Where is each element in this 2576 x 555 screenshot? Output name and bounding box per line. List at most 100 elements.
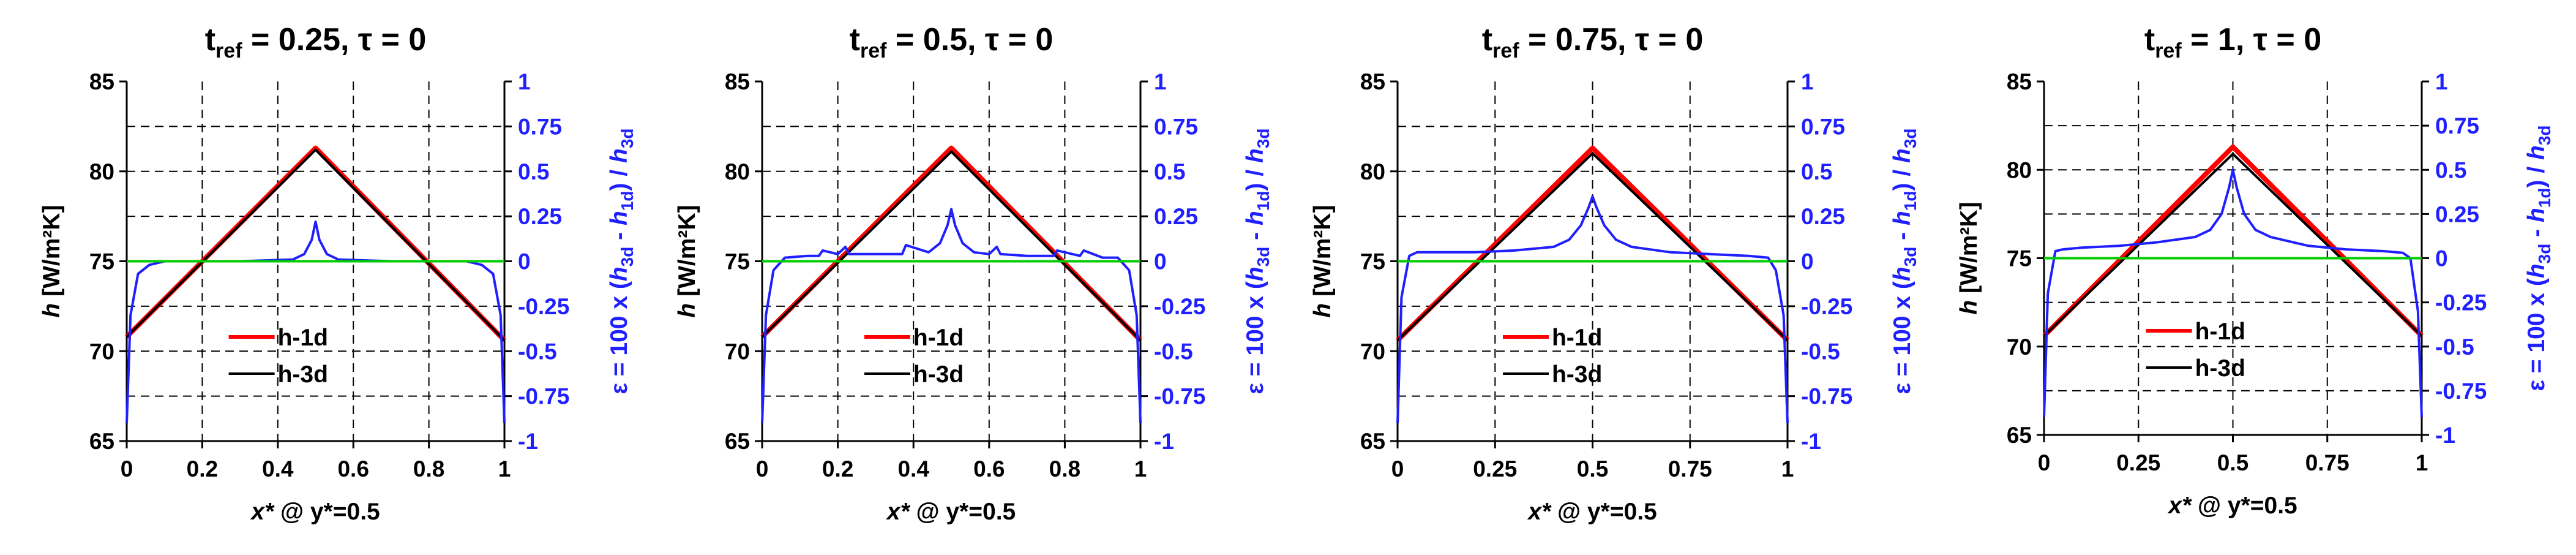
chart-title: tref = 1, τ = 0 xyxy=(2144,22,2321,62)
x-tick-label: 0.75 xyxy=(1668,456,1712,481)
y-tick-label: 85 xyxy=(2007,69,2032,94)
y2-tick-label: 0.25 xyxy=(2435,202,2479,227)
x-tick-label: 1 xyxy=(1781,456,1794,481)
y2-tick-label: 0.25 xyxy=(518,204,562,229)
chart-panel-4: 65 70 75 80 85 -1 -0.75 -0.5 -0.25 0 0.25 0.5 0.75 1 0… xyxy=(1956,22,2554,519)
legend-label-h-1d: h-1d xyxy=(278,325,328,351)
y-tick-label: 65 xyxy=(725,429,750,454)
y-tick-label: 75 xyxy=(89,249,114,274)
series-line-epsilon xyxy=(125,220,506,423)
x-tick-label: 1 xyxy=(498,456,511,481)
x-tick-label: 1 xyxy=(2416,450,2428,475)
y-tick-label: 80 xyxy=(725,159,750,184)
y2-tick-label: -0.5 xyxy=(1801,339,1840,364)
y2-tick-label: 1 xyxy=(2435,69,2448,94)
y2-tick-label: -1 xyxy=(1801,429,1821,454)
y2-tick-label: 0.5 xyxy=(1154,159,1185,184)
y2-tick-label: -0.25 xyxy=(1154,294,1205,319)
series-line-h-1d xyxy=(125,145,506,342)
legend-label-h-1d: h-1d xyxy=(2195,319,2245,345)
x-tick-label: 0.2 xyxy=(822,456,853,481)
chart-title: tref = 0.25, τ = 0 xyxy=(205,22,427,62)
y-axis-label: h [W/m²K] xyxy=(1309,205,1336,317)
y-tick-label: 85 xyxy=(1360,69,1385,94)
y2-tick-label: -0.25 xyxy=(518,294,569,319)
y2-tick-label: 0.75 xyxy=(518,114,562,139)
series-line-epsilon xyxy=(1396,195,1789,423)
x-tick-label: 0.8 xyxy=(1049,456,1080,481)
chart-panel-2: 65 70 75 80 85 -1 -0.75 -0.5 -0.25 0 0.25 0.5 0.75 1 0… xyxy=(674,22,1273,525)
x-tick-label: 0 xyxy=(2038,450,2051,475)
x-tick-label: 0.75 xyxy=(2305,450,2349,475)
x-tick-label: 0 xyxy=(756,456,769,481)
y-axis-label: h [W/m²K] xyxy=(674,205,700,317)
x-axis-label: x* @ y*=0.5 xyxy=(2167,493,2297,519)
x-tick-label: 0.6 xyxy=(973,456,1005,481)
legend-label-h-3d: h-3d xyxy=(913,361,964,388)
y-tick-label: 75 xyxy=(1360,249,1385,274)
y2-tick-label: -1 xyxy=(2435,423,2455,448)
y-tick-label: 80 xyxy=(2007,157,2032,183)
y2-tick-label: -0.25 xyxy=(1801,294,1852,319)
chart-panel-3: 65 70 75 80 85 -1 -0.75 -0.5 -0.25 0 0.25 0.5 0.75 1 0… xyxy=(1309,22,1920,525)
y2-tick-label: 0 xyxy=(1801,249,1814,274)
x-tick-label: 0.25 xyxy=(1473,456,1517,481)
x-tick-label: 0 xyxy=(1391,456,1404,481)
y2-tick-label: -0.5 xyxy=(518,339,557,364)
series-line-epsilon xyxy=(2043,168,2423,418)
y-axis-label: h [W/m²K] xyxy=(39,205,65,317)
y2-axis-label: ε = 100 x (h3d - h1d) / h3d xyxy=(606,128,637,394)
x-tick-label: 0.2 xyxy=(187,456,218,481)
y2-tick-label: 0.5 xyxy=(2435,157,2466,183)
y-tick-label: 65 xyxy=(89,429,114,454)
legend-label-h-1d: h-1d xyxy=(1552,325,1602,351)
x-axis-label: x* @ y*=0.5 xyxy=(1527,499,1657,525)
series-line-epsilon xyxy=(761,208,1142,423)
chart-title: tref = 0.5, τ = 0 xyxy=(850,22,1054,62)
x-axis-label: x* @ y*=0.5 xyxy=(886,499,1016,525)
y2-tick-label: -1 xyxy=(1154,429,1174,454)
y2-tick-label: -0.75 xyxy=(1801,384,1852,409)
x-tick-label: 0.25 xyxy=(2116,450,2160,475)
legend-label-h-3d: h-3d xyxy=(278,361,328,388)
y2-tick-label: 0 xyxy=(518,249,531,274)
y2-tick-label: 1 xyxy=(1801,69,1814,94)
y2-tick-label: -0.5 xyxy=(2435,334,2474,360)
x-tick-label: 0.5 xyxy=(1577,456,1608,481)
y2-tick-label: 0 xyxy=(1154,249,1167,274)
x-tick-label: 0.8 xyxy=(413,456,444,481)
x-axis-label: x* @ y*=0.5 xyxy=(250,499,380,525)
legend-label-h-1d: h-1d xyxy=(913,325,964,351)
y2-tick-label: 0.25 xyxy=(1801,204,1845,229)
chart-panel-1: 65 70 75 80 85 -1 -0.75 -0.5 -0.25 0 0.25 0.5 0.75 1 0… xyxy=(39,22,637,525)
chart-title: tref = 0.75, τ = 0 xyxy=(1482,22,1704,62)
y2-axis-label: ε = 100 x (h3d - h1d) / h3d xyxy=(1889,128,1920,394)
y-tick-label: 85 xyxy=(725,69,750,94)
x-tick-label: 0.4 xyxy=(262,456,294,481)
y2-tick-label: 0.75 xyxy=(2435,113,2479,138)
y2-axis-label: ε = 100 x (h3d - h1d) / h3d xyxy=(1242,128,1273,394)
y2-tick-label: 0.25 xyxy=(1154,204,1198,229)
series-line-h-1d xyxy=(1396,145,1789,342)
y-axis-label: h [W/m²K] xyxy=(1956,202,1982,314)
y2-tick-label: 0.75 xyxy=(1801,114,1845,139)
x-tick-label: 1 xyxy=(1134,456,1147,481)
x-tick-label: 0.5 xyxy=(2217,450,2248,475)
y-tick-label: 70 xyxy=(89,339,114,364)
x-tick-label: 0.6 xyxy=(337,456,369,481)
y-tick-label: 75 xyxy=(725,249,750,274)
y-tick-label: 70 xyxy=(1360,339,1385,364)
y-tick-label: 70 xyxy=(2007,334,2032,360)
series-line-h-3d xyxy=(761,150,1142,342)
y-tick-label: 65 xyxy=(2007,423,2032,448)
y2-tick-label: 1 xyxy=(518,69,531,94)
y-tick-label: 80 xyxy=(1360,159,1385,184)
series-line-h-1d xyxy=(2042,144,2424,338)
y2-tick-label: -0.75 xyxy=(1154,384,1205,409)
y2-tick-label: 1 xyxy=(1154,69,1167,94)
y2-tick-label: -1 xyxy=(518,429,538,454)
legend-label-h-3d: h-3d xyxy=(2195,355,2245,382)
y2-axis-label: ε = 100 x (h3d - h1d) / h3d xyxy=(2523,125,2554,391)
series-line-h-3d xyxy=(2043,153,2423,337)
